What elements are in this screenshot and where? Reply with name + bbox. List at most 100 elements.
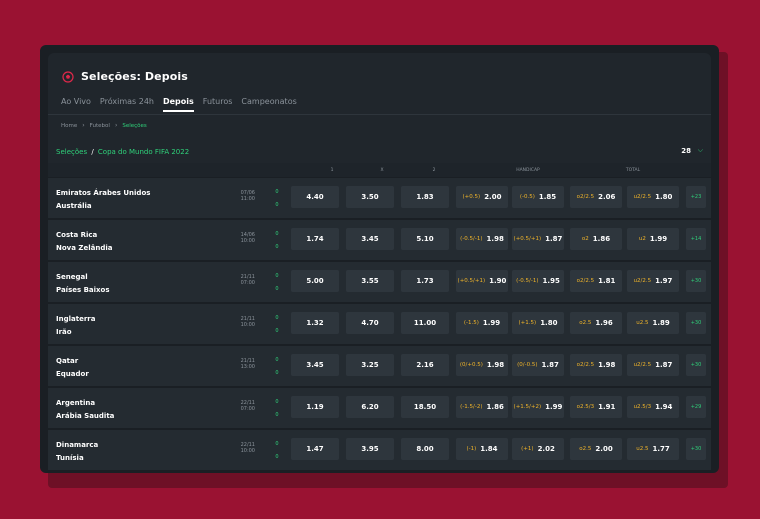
total-over-line: o2/2.5 [576, 278, 595, 284]
total-under-button[interactable]: u2.5/3 1.94 [627, 396, 679, 418]
more-markets-button[interactable]: +29 [686, 396, 706, 418]
total-under-button[interactable]: u2 1.99 [627, 228, 679, 250]
tab-futuros[interactable]: Futuros [202, 97, 233, 106]
match-row[interactable]: Inglaterra Irão 21/11 10:00 0 0 1.32 4.7… [48, 304, 711, 344]
odds-home-button[interactable]: 4.40 [291, 186, 339, 208]
more-markets-button[interactable]: +23 [686, 186, 706, 208]
odds-home-button[interactable]: 3.45 [291, 354, 339, 376]
handicap-away-button[interactable]: (+1.5) 1.80 [512, 312, 564, 334]
chevron-down-icon[interactable]: ⌵ [697, 146, 703, 154]
handicap-home-button[interactable]: (0/+0.5) 1.98 [456, 354, 508, 376]
league-category[interactable]: Seleções [56, 148, 88, 156]
match-teams[interactable]: Emiratos Árabes Unidos Austrália [56, 187, 150, 213]
handicap-away-button[interactable]: (0/-0.5) 1.87 [512, 354, 564, 376]
handicap-home-button[interactable]: (+0.5/+1) 1.90 [456, 270, 508, 292]
tab-ao-vivo[interactable]: Ao Vivo [61, 97, 91, 106]
away-team: Nova Zelândia [56, 244, 113, 252]
handicap-away-button[interactable]: (+0.5/+1) 1.87 [512, 228, 564, 250]
tab-proximas-24h[interactable]: Próximas 24h [99, 97, 154, 106]
odds-draw-button[interactable]: 4.70 [346, 312, 394, 334]
handicap-home-button[interactable]: (-0.5/-1) 1.98 [456, 228, 508, 250]
match-row[interactable]: Qatar Equador 21/11 13:00 0 0 3.45 3.25 … [48, 346, 711, 386]
total-under-button[interactable]: u2.5 1.89 [627, 312, 679, 334]
odds-home-button[interactable]: 5.00 [291, 270, 339, 292]
total-over-button[interactable]: o2.5 1.96 [570, 312, 622, 334]
match-datetime: 21/11 07:00 [225, 274, 255, 286]
away-score: 0 [275, 412, 279, 418]
more-markets-button[interactable]: +30 [686, 270, 706, 292]
league-competition[interactable]: Copa do Mundo FIFA 2022 [97, 148, 190, 156]
odds-draw-button[interactable]: 3.95 [346, 438, 394, 460]
total-under-line: u2/2.5 [633, 362, 652, 368]
handicap-home-line: (-1.5/-2) [460, 404, 483, 410]
odds-away-button[interactable]: 2.16 [401, 354, 449, 376]
column-handicap: HANDICAP [516, 168, 540, 173]
total-under-button[interactable]: u2/2.5 1.97 [627, 270, 679, 292]
handicap-home-button[interactable]: (-1.5/-2) 1.86 [456, 396, 508, 418]
total-over-button[interactable]: o2.5 2.00 [570, 438, 622, 460]
odds-home-button[interactable]: 1.74 [291, 228, 339, 250]
tab-campeonatos[interactable]: Campeonatos [241, 97, 297, 106]
total-under-button[interactable]: u2/2.5 1.87 [627, 354, 679, 376]
match-teams[interactable]: Costa Rica Nova Zelândia [56, 229, 112, 255]
total-under-line: u2 [638, 236, 646, 242]
match-teams[interactable]: Inglaterra Irão [56, 313, 95, 339]
more-markets-button[interactable]: +30 [686, 438, 706, 460]
total-over-button[interactable]: o2/2.5 1.98 [570, 354, 622, 376]
more-markets-button[interactable]: +30 [686, 354, 706, 376]
more-markets-button[interactable]: +30 [686, 312, 706, 334]
handicap-away-line: (0/-0.5) [517, 362, 538, 368]
league-header[interactable]: Seleções / Copa do Mundo FIFA 2022 28 ⌵ [48, 141, 711, 163]
handicap-home-button[interactable]: (-1.5) 1.99 [456, 312, 508, 334]
odds-away-button[interactable]: 1.73 [401, 270, 449, 292]
handicap-away-button[interactable]: (+1) 2.02 [512, 438, 564, 460]
away-score: 0 [275, 202, 279, 208]
odds-away-button[interactable]: 11.00 [401, 312, 449, 334]
match-row[interactable]: Dinamarca Tunísia 22/11 10:00 0 0 1.47 3… [48, 430, 711, 470]
total-under-button[interactable]: u2/2.5 1.80 [627, 186, 679, 208]
odds-away-button[interactable]: 1.83 [401, 186, 449, 208]
match-row[interactable]: Senegal Países Baixos 21/11 07:00 0 0 5.… [48, 262, 711, 302]
odds-home-button[interactable]: 1.32 [291, 312, 339, 334]
odds-draw-button[interactable]: 3.25 [346, 354, 394, 376]
breadcrumb-futebol[interactable]: Futebol [89, 122, 110, 129]
match-row[interactable]: Argentina Arábia Saudita 22/11 07:00 0 0… [48, 388, 711, 428]
total-over-button[interactable]: o2/2.5 2.06 [570, 186, 622, 208]
odds-draw-button[interactable]: 3.50 [346, 186, 394, 208]
match-row[interactable]: Costa Rica Nova Zelândia 14/06 10:00 0 0… [48, 220, 711, 260]
total-under-button[interactable]: u2.5 1.77 [627, 438, 679, 460]
odds-away-button[interactable]: 8.00 [401, 438, 449, 460]
odds-home-button[interactable]: 1.19 [291, 396, 339, 418]
match-teams[interactable]: Dinamarca Tunísia [56, 439, 98, 465]
odds-away-button[interactable]: 18.50 [401, 396, 449, 418]
handicap-away-odds: 1.85 [538, 193, 557, 201]
match-date: 07/06 [240, 190, 255, 196]
odds-home-button[interactable]: 1.47 [291, 438, 339, 460]
handicap-away-button[interactable]: (-0.5/-1) 1.95 [512, 270, 564, 292]
handicap-away-odds: 1.99 [545, 403, 563, 411]
match-teams[interactable]: Qatar Equador [56, 355, 89, 381]
chevron-right-icon: › [82, 122, 85, 129]
handicap-home-button[interactable]: (+0.5) 2.00 [456, 186, 508, 208]
odds-draw-button[interactable]: 3.45 [346, 228, 394, 250]
match-teams[interactable]: Senegal Países Baixos [56, 271, 110, 297]
handicap-away-button[interactable]: (-0.5) 1.85 [512, 186, 564, 208]
handicap-away-line: (+1) [521, 446, 534, 452]
handicap-away-odds: 1.95 [542, 277, 560, 285]
odds-away-button[interactable]: 5.10 [401, 228, 449, 250]
match-teams[interactable]: Argentina Arábia Saudita [56, 397, 114, 423]
odds-draw-button[interactable]: 3.55 [346, 270, 394, 292]
tab-depois[interactable]: Depois [162, 97, 194, 112]
odds-draw-button[interactable]: 6.20 [346, 396, 394, 418]
total-under-odds: 1.89 [652, 319, 670, 327]
total-over-button[interactable]: o2/2.5 1.81 [570, 270, 622, 292]
breadcrumb-selecoes: Seleções [122, 122, 147, 129]
handicap-home-button[interactable]: (-1) 1.84 [456, 438, 508, 460]
match-row[interactable]: Emiratos Árabes Unidos Austrália 07/06 1… [48, 178, 711, 218]
breadcrumb-home[interactable]: Home [61, 122, 78, 129]
total-over-button[interactable]: o2.5/3 1.91 [570, 396, 622, 418]
more-markets-button[interactable]: +14 [686, 228, 706, 250]
total-over-button[interactable]: o2 1.86 [570, 228, 622, 250]
handicap-away-button[interactable]: (+1.5/+2) 1.99 [512, 396, 564, 418]
page-title: Seleções: Depois [81, 70, 188, 83]
